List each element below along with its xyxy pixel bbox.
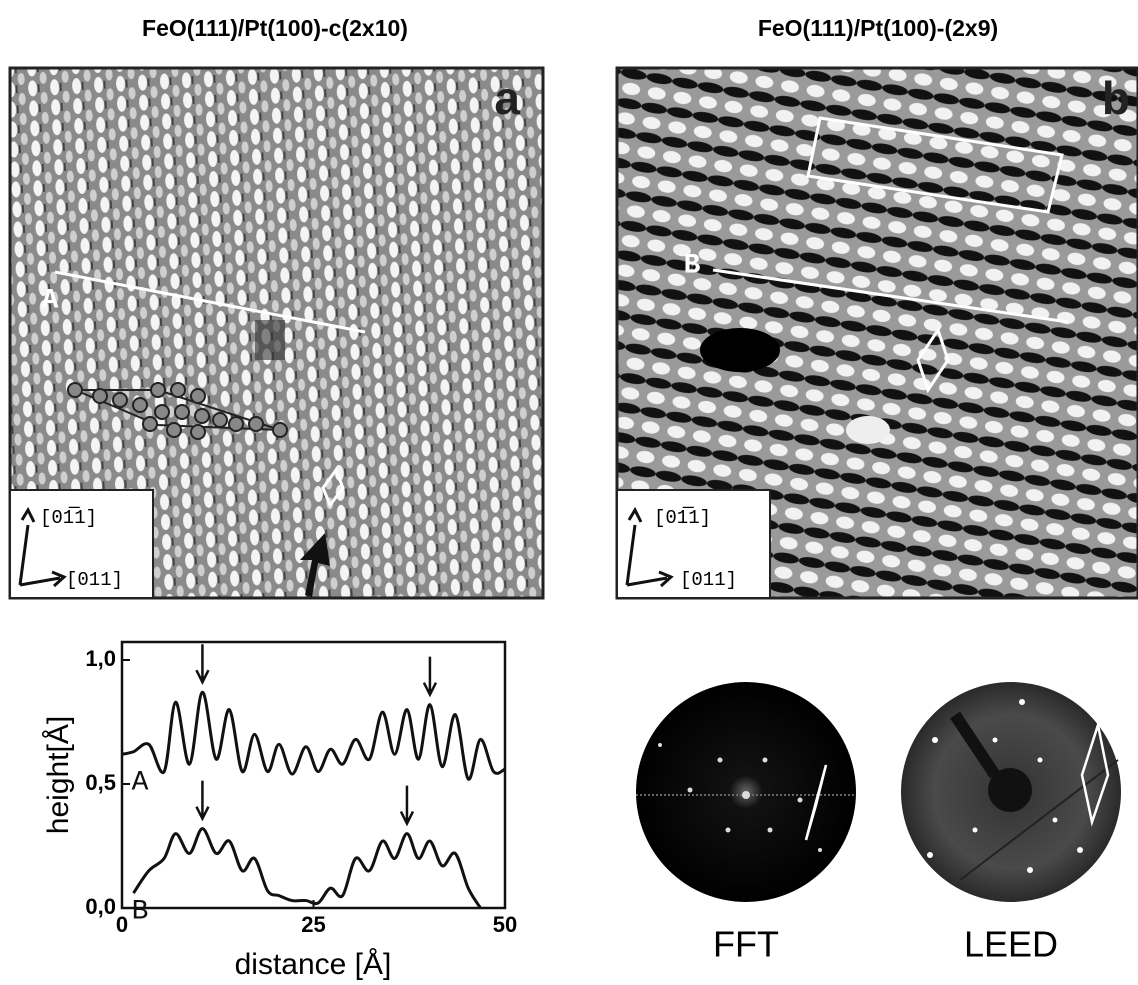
panel-label: b	[1102, 72, 1130, 124]
arrow-marker	[195, 780, 210, 822]
panel-title: FeO(111)/Pt(100)-c(2x10)	[142, 15, 408, 41]
direction-label: [011]	[66, 569, 123, 591]
leed-image	[901, 682, 1121, 902]
x-tick-label: 25	[301, 912, 325, 937]
y-tick-label: 1,0	[85, 646, 116, 671]
y-tick-label: 0,5	[85, 770, 116, 795]
panel-label: a	[494, 72, 520, 124]
direction-label: [011]	[680, 569, 737, 591]
line-label: A	[42, 285, 59, 316]
diffraction-label: FFT	[713, 924, 779, 965]
profile-line	[121, 690, 506, 781]
x-tick-label: 50	[493, 912, 517, 937]
arrow-marker	[422, 656, 438, 698]
arrow-marker	[399, 785, 415, 827]
line-label: B	[684, 250, 701, 281]
series-label: A	[132, 768, 149, 799]
y-tick-label: 0,0	[85, 894, 116, 919]
fft-image	[636, 682, 856, 902]
series-label: B	[132, 897, 149, 928]
x-tick-label: 0	[116, 912, 128, 937]
direction-label: [01̅1]	[654, 507, 711, 529]
x-axis-label: distance [Å]	[235, 948, 392, 981]
panel-title: FeO(111)/Pt(100)-(2x9)	[758, 15, 998, 41]
profile-line	[132, 827, 482, 909]
stm-image-a	[8, 66, 545, 600]
y-axis-label: height[Å]	[42, 716, 75, 834]
direction-label: [01̅1]	[40, 507, 97, 529]
diffraction-label: LEED	[964, 924, 1058, 965]
arrow-marker	[195, 644, 210, 686]
plot-frame	[120, 640, 507, 910]
stm-image-b	[615, 66, 1138, 600]
